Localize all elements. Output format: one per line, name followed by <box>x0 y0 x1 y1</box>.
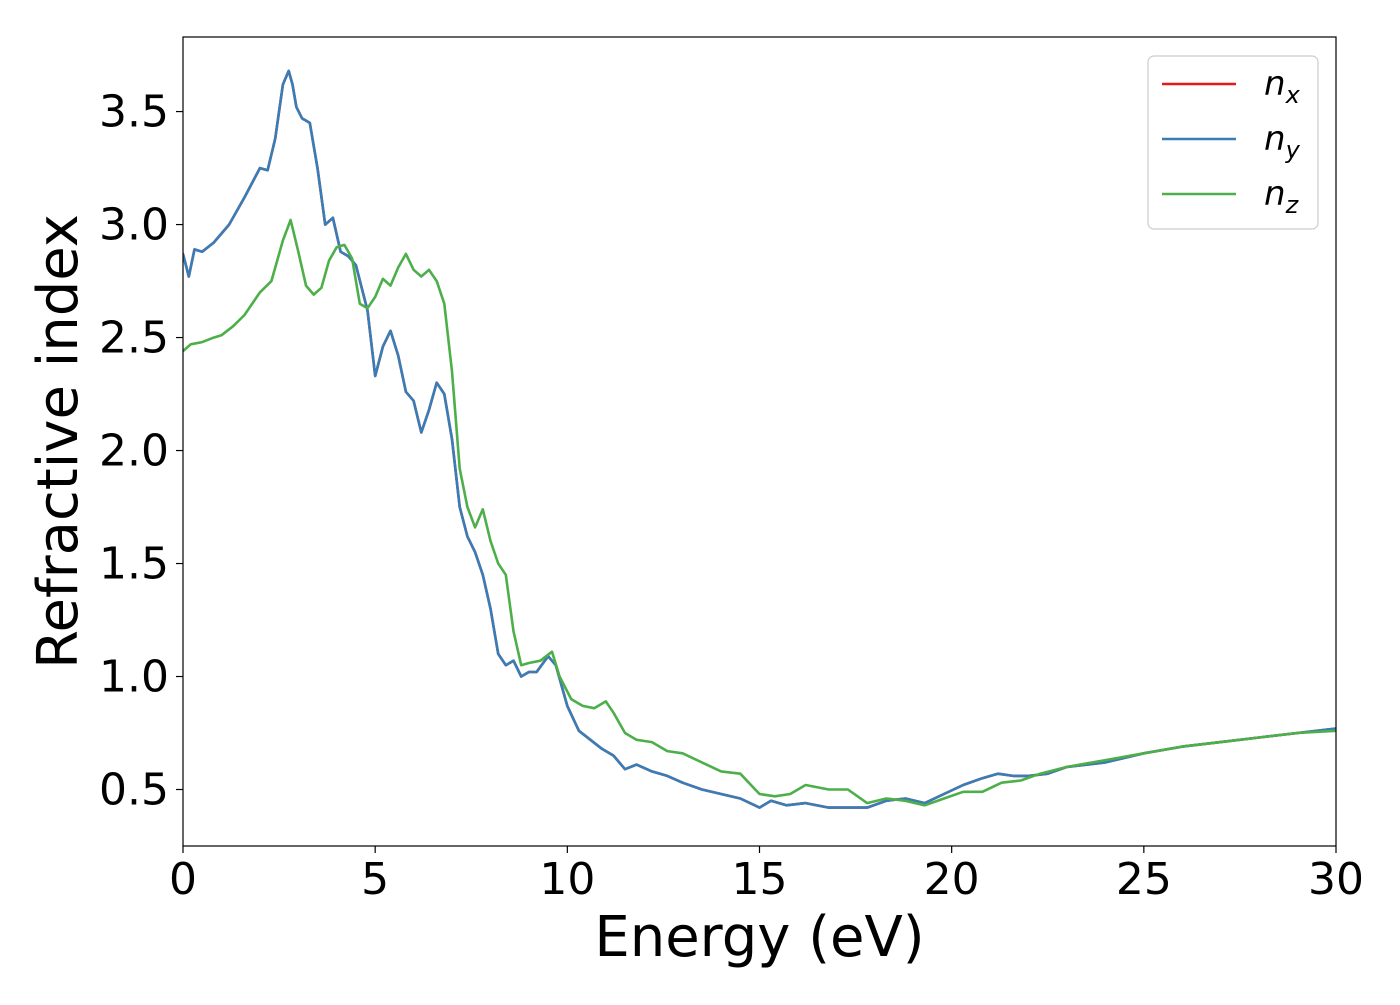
x-tick-label: 5 <box>361 854 389 905</box>
series-line-z <box>183 218 1336 807</box>
y-tick-label: 1.0 <box>99 652 169 703</box>
y-tick-label: 2.0 <box>99 426 169 477</box>
legend-item-z: nz <box>1162 174 1300 219</box>
x-tick-label: 0 <box>169 854 197 905</box>
y-axis-title: Refractive index <box>26 214 91 669</box>
x-tick-label: 25 <box>1116 854 1172 905</box>
y-tick-label: 3.5 <box>99 87 169 138</box>
legend-box <box>1147 55 1319 230</box>
legend-label: nz <box>1264 174 1300 219</box>
x-tick-label: 10 <box>539 854 595 905</box>
plot-lines <box>183 69 1336 809</box>
x-tick-label: 20 <box>924 854 980 905</box>
y-tick-label: 3.0 <box>99 200 169 251</box>
y-tick-label: 2.5 <box>99 313 169 364</box>
series-line-y <box>183 69 1336 809</box>
x-tick-label: 30 <box>1308 854 1364 905</box>
y-tick-label: 1.5 <box>99 539 169 590</box>
y-axis-ticks: 0.5 1.0 1.5 2.0 2.5 3.0 3.5 <box>99 87 183 816</box>
x-axis-title: Energy (eV) <box>594 905 924 970</box>
x-axis-ticks: 0 5 10 15 20 25 30 <box>169 846 1364 905</box>
x-tick-label: 15 <box>732 854 788 905</box>
y-tick-label: 0.5 <box>99 765 169 816</box>
